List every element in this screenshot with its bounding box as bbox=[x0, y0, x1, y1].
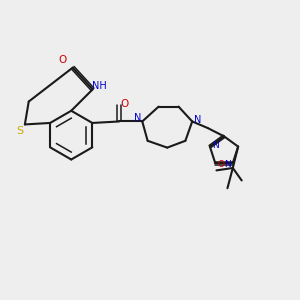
Text: O: O bbox=[120, 99, 129, 109]
Text: S: S bbox=[16, 126, 23, 136]
Text: N: N bbox=[212, 141, 219, 150]
Text: O: O bbox=[58, 55, 66, 64]
Text: N: N bbox=[134, 113, 142, 123]
Text: N: N bbox=[224, 160, 231, 169]
Text: NH: NH bbox=[92, 81, 106, 91]
Text: O: O bbox=[217, 160, 224, 169]
Text: N: N bbox=[194, 115, 202, 125]
